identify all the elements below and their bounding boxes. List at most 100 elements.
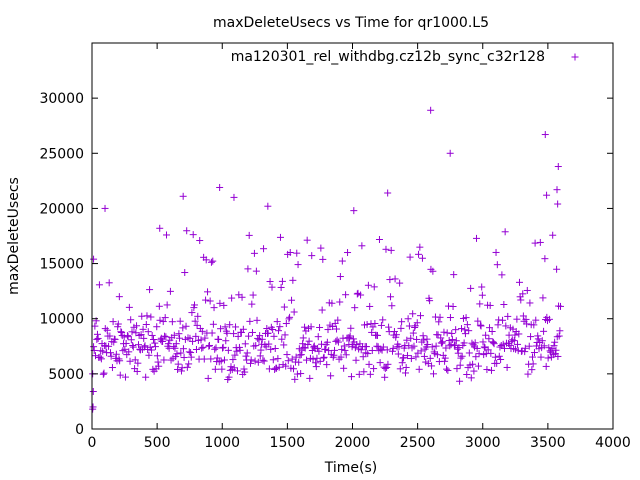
data-point <box>317 244 325 252</box>
data-point <box>109 318 117 326</box>
data-point <box>183 363 191 371</box>
data-point <box>106 349 114 357</box>
data-point <box>442 344 450 352</box>
data-point <box>212 344 220 352</box>
data-point <box>334 316 342 324</box>
data-point <box>524 370 532 378</box>
data-point <box>489 339 497 347</box>
data-point <box>126 357 134 365</box>
data-point <box>216 183 224 191</box>
data-point <box>415 365 423 373</box>
data-point <box>301 344 309 352</box>
data-point <box>285 315 293 323</box>
data-point <box>484 346 492 354</box>
data-point <box>222 337 230 345</box>
data-point <box>486 301 494 309</box>
x-axis-label: Time(s) <box>324 460 377 476</box>
data-point <box>291 375 299 383</box>
data-point <box>116 357 124 365</box>
data-point <box>297 351 305 359</box>
data-point <box>542 362 550 370</box>
data-point <box>105 342 113 350</box>
data-point <box>125 348 133 356</box>
data-point <box>439 338 447 346</box>
data-point <box>209 320 217 328</box>
x-tick-label: 1000 <box>204 435 240 451</box>
data-point <box>202 256 210 264</box>
data-point <box>248 328 256 336</box>
data-point <box>252 267 260 275</box>
data-point <box>179 345 187 353</box>
data-point <box>233 367 241 375</box>
data-point <box>156 316 164 324</box>
data-point <box>478 283 486 291</box>
data-point <box>175 330 183 338</box>
data-point <box>341 346 349 354</box>
data-point <box>510 337 518 345</box>
data-point <box>173 350 181 358</box>
data-point <box>99 347 107 355</box>
data-point <box>347 373 355 381</box>
data-point <box>388 347 396 355</box>
data-point <box>411 324 419 332</box>
data-point <box>117 328 125 336</box>
data-point <box>172 340 180 348</box>
data-point <box>488 327 496 335</box>
data-point <box>351 344 359 352</box>
data-point <box>171 344 179 352</box>
data-point <box>301 323 309 331</box>
data-points <box>89 106 565 413</box>
data-point <box>305 337 313 345</box>
data-point <box>374 331 382 339</box>
data-point <box>538 337 546 345</box>
data-point <box>112 350 120 358</box>
x-tick-label: 4000 <box>595 435 631 451</box>
data-point <box>274 355 282 363</box>
data-point <box>478 291 486 299</box>
data-point <box>164 340 172 348</box>
data-point <box>413 335 421 343</box>
data-point <box>159 318 167 326</box>
data-point <box>256 352 264 360</box>
data-point <box>140 334 148 342</box>
data-point <box>413 319 421 327</box>
data-point <box>192 345 200 353</box>
data-point <box>523 286 531 294</box>
data-point <box>211 365 219 373</box>
data-point <box>321 346 329 354</box>
data-point <box>106 332 114 340</box>
data-point <box>389 344 397 352</box>
data-point <box>282 320 290 328</box>
data-point <box>344 249 352 257</box>
data-point <box>207 355 215 363</box>
data-point <box>103 326 111 334</box>
data-point <box>513 315 521 323</box>
data-point <box>407 355 415 363</box>
data-point <box>146 286 154 294</box>
data-point <box>402 363 410 371</box>
data-point <box>472 234 480 242</box>
data-point <box>217 357 225 365</box>
data-point <box>270 332 278 340</box>
data-point <box>170 331 178 339</box>
data-point <box>501 344 509 352</box>
data-point <box>242 352 250 360</box>
data-point <box>149 336 157 344</box>
data-point <box>147 313 155 321</box>
data-point <box>490 340 498 348</box>
data-point <box>240 365 248 373</box>
data-point <box>235 343 243 351</box>
data-point <box>160 356 168 364</box>
data-point <box>251 357 259 365</box>
data-point <box>278 335 286 343</box>
data-point <box>364 281 372 289</box>
data-point <box>111 335 119 343</box>
data-point <box>540 342 548 350</box>
data-point <box>537 353 545 361</box>
data-point <box>93 335 101 343</box>
data-point <box>155 362 163 370</box>
data-point <box>472 353 480 361</box>
data-point <box>337 353 345 361</box>
data-point <box>353 290 361 298</box>
data-point <box>379 316 387 324</box>
